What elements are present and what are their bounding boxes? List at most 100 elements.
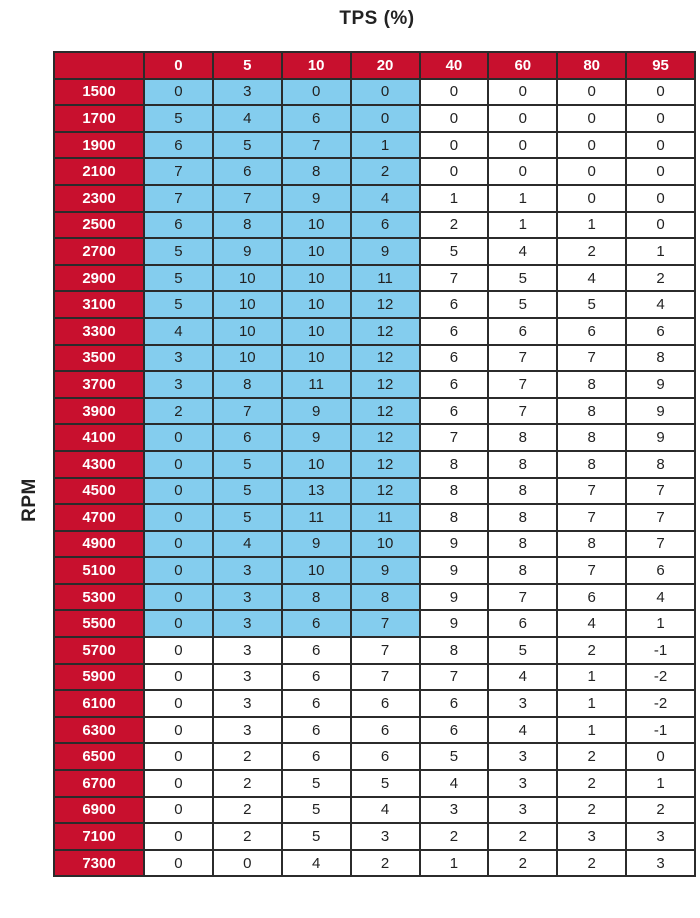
row-header: 1700 xyxy=(53,104,145,133)
table-cell: 1 xyxy=(349,130,421,160)
table-cell: 1 xyxy=(418,183,490,213)
table-cell: 12 xyxy=(349,370,421,399)
table-cell: 5 xyxy=(143,237,214,266)
row-header: 2700 xyxy=(53,237,145,266)
table-cell: 0 xyxy=(418,77,490,107)
table-cell: 6 xyxy=(418,343,490,373)
table-cell: 3 xyxy=(211,582,283,612)
table-cell: 0 xyxy=(143,662,214,692)
table-row: 5700 0 3 6 7 8 5 2 -1 xyxy=(53,636,696,665)
table-cell: 9 xyxy=(280,529,352,559)
table-cell: 6 xyxy=(211,423,283,452)
table-cell: 8 xyxy=(418,476,490,506)
table-cell: 7 xyxy=(625,503,696,532)
table-row: 1900 6 5 7 1 0 0 0 0 xyxy=(53,130,696,160)
table-cell: 5 xyxy=(487,290,559,319)
column-header: 0 xyxy=(143,51,214,80)
table-cell: 5 xyxy=(280,822,352,851)
table-row: 6900 0 2 5 4 3 3 2 2 xyxy=(53,795,696,825)
table-row: 2500 6 8 10 6 2 1 1 0 xyxy=(53,210,696,240)
row-header: 7100 xyxy=(53,822,145,851)
row-header: 1900 xyxy=(53,130,145,160)
row-header: 5100 xyxy=(53,556,145,585)
table-cell: 2 xyxy=(211,795,283,825)
table-cell: 1 xyxy=(625,769,696,798)
table-row: 7300 0 0 4 2 1 2 2 3 xyxy=(53,848,696,878)
table-cell: 1 xyxy=(556,689,628,718)
table-cell: 0 xyxy=(143,769,214,798)
row-header: 5900 xyxy=(53,662,145,692)
table-cell: 7 xyxy=(143,157,214,186)
row-header: 4300 xyxy=(53,449,145,479)
table-cell: 0 xyxy=(143,503,214,532)
table-cell: 0 xyxy=(143,556,214,585)
table-row: 5300 0 3 8 8 9 7 6 4 xyxy=(53,582,696,612)
table-cell: 0 xyxy=(143,689,214,718)
table-cell: 10 xyxy=(211,316,283,346)
table-cell: 9 xyxy=(418,582,490,612)
table-cell: 6 xyxy=(418,370,490,399)
table-cell: 10 xyxy=(211,290,283,319)
table-cell: 0 xyxy=(143,423,214,452)
table-cell: 0 xyxy=(625,157,696,186)
table-row: 2300 7 7 9 4 1 1 0 0 xyxy=(53,183,696,213)
table-row: 4300 0 5 10 12 8 8 8 8 xyxy=(53,449,696,479)
table-cell: 4 xyxy=(487,237,559,266)
table-row: 5900 0 3 6 7 7 4 1 -2 xyxy=(53,662,696,692)
table-cell: 0 xyxy=(143,636,214,665)
table-cell: 7 xyxy=(349,662,421,692)
table-cell: 3 xyxy=(211,556,283,585)
table-cell: 7 xyxy=(487,343,559,373)
table-cell: 4 xyxy=(556,263,628,293)
table-cell: 5 xyxy=(280,769,352,798)
row-axis-label: RPM xyxy=(19,478,40,522)
table-cell: 0 xyxy=(556,130,628,160)
row-header: 1500 xyxy=(53,77,145,107)
table-cell: 2 xyxy=(556,742,628,772)
row-header: 4900 xyxy=(53,529,145,559)
table-cell: 6 xyxy=(625,316,696,346)
table-cell: 4 xyxy=(625,582,696,612)
table-cell: 0 xyxy=(556,157,628,186)
table-cell: 0 xyxy=(143,449,214,479)
table-cell: 0 xyxy=(280,77,352,107)
table-cell: 6 xyxy=(418,396,490,426)
table-cell: 9 xyxy=(349,556,421,585)
table-cell: 7 xyxy=(487,582,559,612)
table-cell: 2 xyxy=(143,396,214,426)
table-cell: 1 xyxy=(418,848,490,878)
table-cell: 1 xyxy=(487,210,559,240)
table-cell: 6 xyxy=(349,210,421,240)
row-header: 6300 xyxy=(53,715,145,745)
table-cell: 4 xyxy=(625,290,696,319)
table-cell: 5 xyxy=(487,636,559,665)
table-cell: 7 xyxy=(349,636,421,665)
table-cell: 7 xyxy=(211,183,283,213)
table-cell: 7 xyxy=(556,343,628,373)
table-cell: 7 xyxy=(418,662,490,692)
row-header: 7300 xyxy=(53,848,145,878)
table-cell: 6 xyxy=(418,689,490,718)
table-cell: 3 xyxy=(487,795,559,825)
table-cell: 8 xyxy=(556,529,628,559)
table-cell: 11 xyxy=(280,503,352,532)
table-cell: 0 xyxy=(625,104,696,133)
table-cell: 3 xyxy=(143,343,214,373)
table-cell: 2 xyxy=(556,848,628,878)
table-cell: 6 xyxy=(280,609,352,639)
table-cell: 8 xyxy=(418,636,490,665)
table-cell: 12 xyxy=(349,316,421,346)
table-cell: 2 xyxy=(211,742,283,772)
table-cell: 8 xyxy=(487,529,559,559)
table-cell: 10 xyxy=(280,210,352,240)
table-row: 2700 5 9 10 9 5 4 2 1 xyxy=(53,237,696,266)
table-cell: 9 xyxy=(211,237,283,266)
table-cell: 7 xyxy=(418,423,490,452)
table-cell: 8 xyxy=(487,556,559,585)
table-cell: 6 xyxy=(418,290,490,319)
table-cell: -2 xyxy=(625,662,696,692)
table-cell: 5 xyxy=(143,290,214,319)
table-cell: 7 xyxy=(556,476,628,506)
table-cell: 4 xyxy=(487,715,559,745)
table-cell: 7 xyxy=(143,183,214,213)
